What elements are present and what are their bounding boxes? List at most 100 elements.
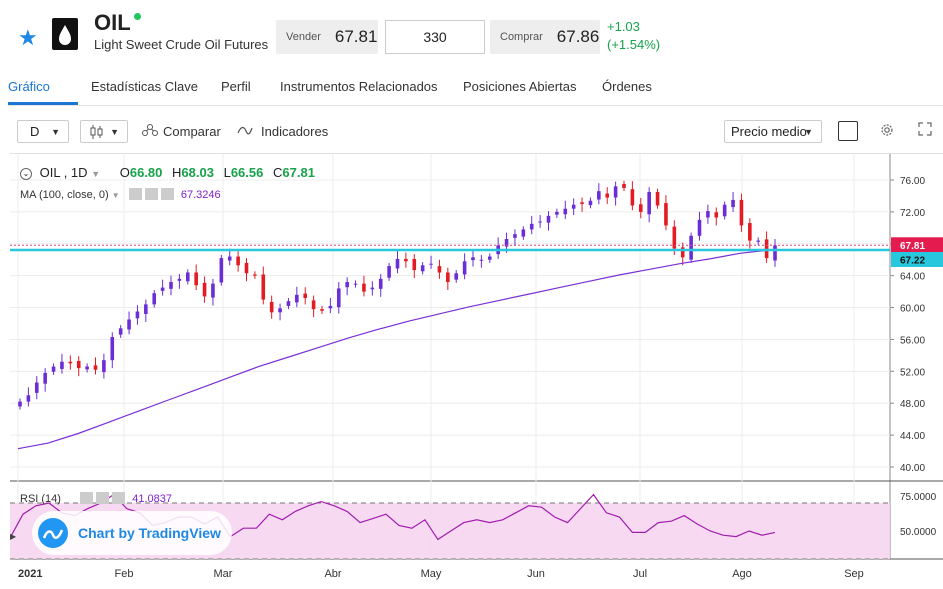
candle-body xyxy=(303,293,308,298)
candle-body xyxy=(244,262,249,274)
tab-instrumentos-relacionados[interactable]: Instrumentos Relacionados xyxy=(280,79,438,94)
ma-line xyxy=(17,249,771,450)
ma-price-tag-label: 67.22 xyxy=(900,255,925,266)
candle-body xyxy=(487,256,492,260)
candle-body xyxy=(412,258,417,271)
candle-body xyxy=(278,308,282,313)
candle-body xyxy=(34,382,39,393)
ma-settings-icon[interactable] xyxy=(144,188,158,200)
legend-low-label: L xyxy=(223,165,231,180)
rsi-settings-icon[interactable] xyxy=(96,492,110,504)
favorite-star-icon[interactable]: ★ xyxy=(18,25,38,50)
chevron-down-icon: ▼ xyxy=(51,127,60,137)
candle-body xyxy=(185,272,190,282)
price-chart[interactable]: 76.0072.0068.0064.0060.0056.0052.0048.00… xyxy=(10,153,943,589)
price-tick-label: 44.00 xyxy=(900,431,925,442)
tab-perfil[interactable]: Perfil xyxy=(221,79,251,94)
chart-type-select[interactable]: ▼ xyxy=(80,120,128,143)
candle-body xyxy=(697,219,702,236)
candle-body xyxy=(169,282,173,289)
interval-select[interactable]: D ▼ xyxy=(17,120,69,143)
candle-body xyxy=(177,278,182,281)
candle-body xyxy=(269,301,274,313)
candle-body xyxy=(437,266,442,273)
collapse-legend-icon[interactable]: ⌄ xyxy=(20,168,32,180)
candle-body xyxy=(102,360,106,373)
tab-grafico[interactable]: Gráfico xyxy=(8,79,50,94)
ma-price-tag xyxy=(891,251,943,267)
candle-body xyxy=(613,186,618,198)
candle-body xyxy=(127,319,131,330)
tab-posiciones-abiertas[interactable]: Posiciones Abiertas xyxy=(463,79,577,94)
candle-body xyxy=(202,282,207,297)
chevron-down-icon: ▼ xyxy=(91,169,101,179)
candle-body xyxy=(43,372,47,384)
candle-body xyxy=(328,305,333,309)
candle-body xyxy=(638,204,643,212)
candle-body xyxy=(546,215,551,223)
indicators-icon[interactable] xyxy=(237,122,253,141)
compare-button[interactable]: Comparar xyxy=(163,124,221,139)
time-axis-label: Mar xyxy=(214,568,233,580)
candle-body xyxy=(311,300,316,310)
candle-body xyxy=(236,256,240,266)
candle-body xyxy=(395,258,400,269)
candle-body xyxy=(404,258,408,262)
candle-body xyxy=(773,245,777,261)
candle-body xyxy=(211,283,215,298)
price-tick-label: 64.00 xyxy=(900,272,925,283)
candle-body xyxy=(194,272,198,286)
candle-body xyxy=(521,229,526,237)
candle-body xyxy=(748,223,752,241)
candle-body xyxy=(714,212,719,218)
candle-body xyxy=(286,301,291,306)
pane-resize-icon: ▶ xyxy=(10,532,17,541)
candle-body xyxy=(756,240,761,242)
candle-body xyxy=(605,193,610,198)
compare-icon[interactable] xyxy=(141,122,159,141)
price-tick-label: 72.00 xyxy=(900,208,925,219)
candle-body xyxy=(504,238,509,247)
candle-body xyxy=(362,283,366,292)
legend-high-label: H xyxy=(172,165,182,180)
price-type-select[interactable]: Precio medio ▼ xyxy=(724,120,822,143)
fullscreen-checkbox[interactable] xyxy=(838,121,858,141)
gear-icon[interactable] xyxy=(879,122,895,141)
indicators-button[interactable]: Indicadores xyxy=(261,124,329,139)
quantity-input[interactable]: 330 xyxy=(385,20,485,54)
rsi-label: RSI (14) xyxy=(20,493,61,505)
tradingview-watermark[interactable]: Chart by TradingView xyxy=(32,511,232,555)
candle-body xyxy=(261,274,266,300)
expand-icon[interactable] xyxy=(918,122,932,139)
time-axis-label: Sep xyxy=(844,568,864,580)
ma-remove-icon[interactable] xyxy=(160,188,174,200)
candle-body xyxy=(513,234,517,238)
buy-button[interactable]: Comprar 67.86 xyxy=(490,20,600,54)
active-tab-indicator xyxy=(8,102,78,105)
rsi-remove-icon[interactable] xyxy=(112,492,126,504)
price-change: +1.03 (+1.54%) xyxy=(607,18,660,54)
rsi-value: 41.0837 xyxy=(132,493,172,505)
tab-estadisticas-clave[interactable]: Estadísticas Clave xyxy=(91,79,198,94)
rsi-eye-icon[interactable] xyxy=(80,492,94,504)
legend-close-label: C xyxy=(273,165,283,180)
main-tabs: Gráfico Estadísticas Clave Perfil Instru… xyxy=(8,70,943,106)
candle-body xyxy=(664,203,668,226)
candle-body xyxy=(680,247,685,258)
chevron-down-icon: ▼ xyxy=(111,191,120,200)
candle-body xyxy=(563,208,568,215)
candles-icon xyxy=(90,124,103,139)
sell-button[interactable]: Vender 67.81 xyxy=(276,20,378,54)
price-tick-label: 76.00 xyxy=(900,176,925,187)
candle-body xyxy=(295,294,299,303)
time-axis-label: May xyxy=(421,568,442,580)
buy-label: Comprar xyxy=(500,31,543,43)
tab-ordenes[interactable]: Órdenes xyxy=(602,79,652,94)
ma-eye-icon[interactable] xyxy=(128,188,142,200)
price-tick-label: 52.00 xyxy=(900,367,925,378)
candle-body xyxy=(227,256,232,261)
candle-body xyxy=(588,200,593,206)
candle-body xyxy=(706,211,710,218)
watermark-text: Chart by TradingView xyxy=(78,525,221,541)
candle-body xyxy=(672,226,677,249)
